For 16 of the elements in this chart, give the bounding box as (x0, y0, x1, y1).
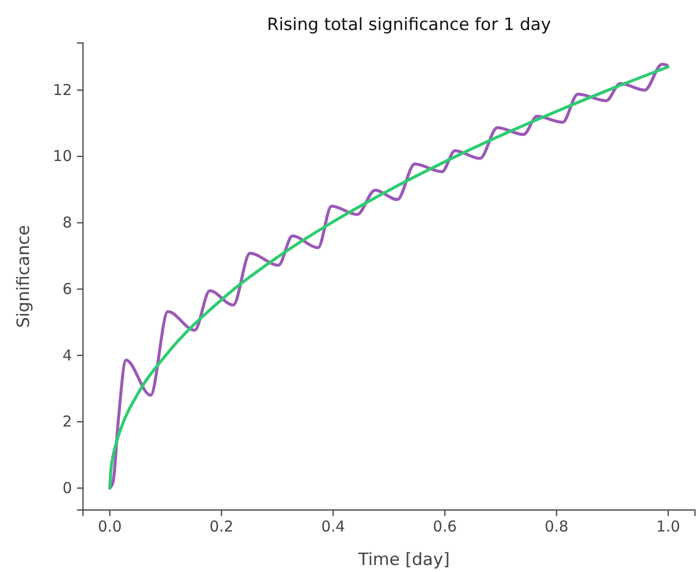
x-tick-label: 1.0 (656, 518, 680, 536)
y-tick-label: 4 (62, 346, 72, 364)
x-axis-title: Time [day] (357, 550, 450, 570)
y-axis-title: Significance (14, 225, 34, 328)
x-tick-label: 0.6 (432, 518, 457, 536)
x-tick-label: 0.2 (210, 518, 234, 536)
y-tick-label: 8 (62, 214, 72, 232)
y-tick-label: 0 (62, 478, 72, 497)
x-tick-label: 0.8 (544, 518, 568, 536)
y-tick-label: 6 (62, 280, 72, 298)
x-tick-label: 0.4 (321, 518, 346, 536)
y-tick-label: 10 (52, 147, 72, 166)
y-tick-label: 2 (62, 412, 72, 431)
chart-title: Rising total significance for 1 day (267, 15, 551, 35)
y-tick-label: 12 (52, 80, 72, 99)
x-tick-label: 0.0 (98, 518, 122, 536)
